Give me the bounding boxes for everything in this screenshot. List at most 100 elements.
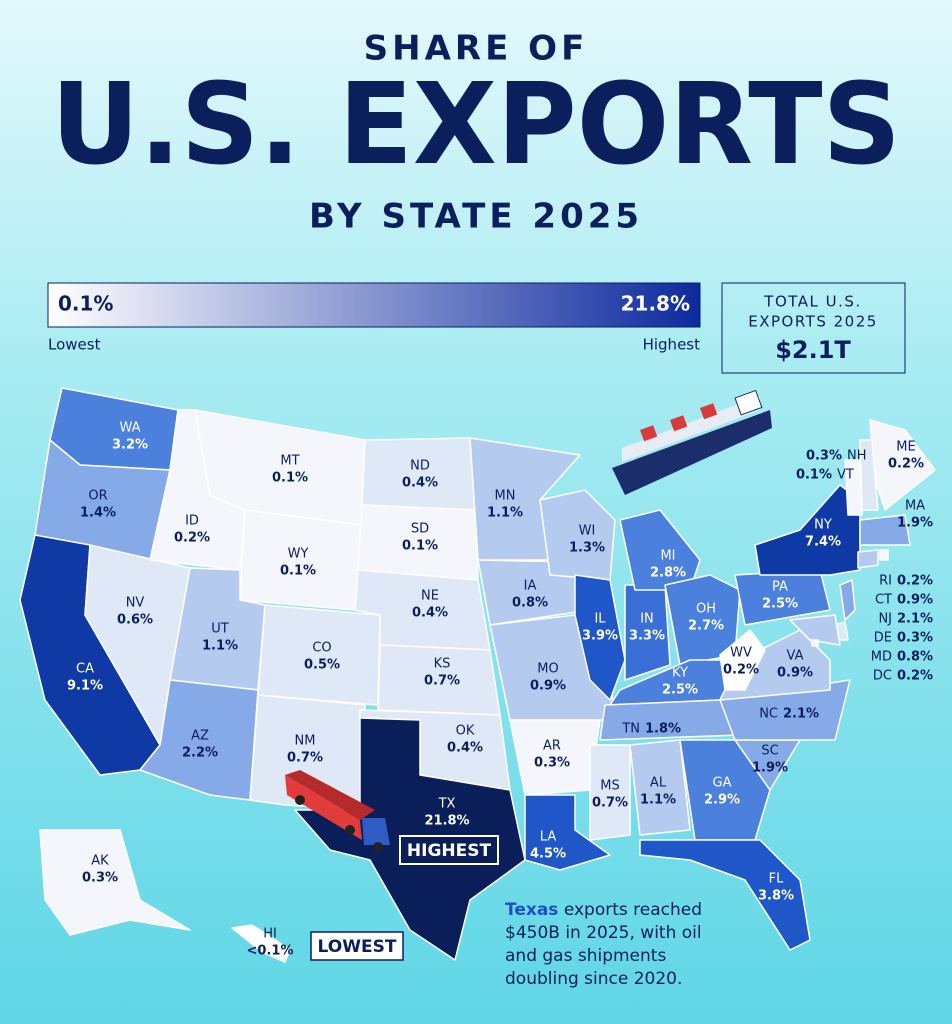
state-abbr: IA: [524, 579, 537, 594]
state-abbr: MS: [600, 779, 619, 794]
state: [539, 489, 616, 581]
state-value: 1.9%: [897, 516, 933, 531]
state-value: 0.1%: [272, 471, 308, 486]
state: [524, 794, 611, 871]
total-line: TOTAL U.S.: [763, 293, 861, 311]
state-value: 0.1%: [402, 539, 438, 554]
state: [629, 739, 691, 836]
annotation-text: doubling since 2020.: [505, 969, 682, 989]
state-abbr: DE: [874, 631, 892, 646]
annotation-text: $450B in 2025, with oil: [505, 923, 702, 943]
annotation-text: exports reached: [558, 900, 702, 920]
state-abbr: LA: [540, 830, 557, 845]
state-value: 0.8%: [897, 650, 933, 665]
state-value: 0.1%: [280, 564, 316, 579]
state-abbr: AK: [91, 854, 109, 869]
state: [39, 829, 191, 936]
state-abbr: VA: [787, 649, 804, 664]
state-value: 0.3%: [82, 871, 118, 886]
state-value: 0.7%: [592, 796, 628, 811]
state-abbr: ID: [185, 514, 199, 529]
badge-text: HIGHEST: [407, 841, 492, 861]
state-value: 1.3%: [569, 541, 605, 556]
state-value: 9.1%: [67, 679, 103, 694]
state-value: 0.2%: [897, 669, 933, 684]
state-value: 2.9%: [704, 793, 740, 808]
total-box: [721, 282, 906, 374]
state-abbr: CT: [875, 593, 892, 608]
state-abbr: MT: [280, 454, 299, 469]
state: [839, 579, 856, 621]
state-abbr: CO: [312, 641, 331, 656]
state-abbr: ND: [410, 459, 430, 474]
state-abbr: NC: [759, 707, 778, 722]
state-abbr: GA: [713, 776, 732, 791]
badge-text: LOWEST: [318, 937, 397, 957]
state-value: 1.4%: [80, 506, 116, 521]
state: [811, 639, 819, 647]
state: [619, 509, 701, 591]
state-abbr: KY: [672, 666, 688, 681]
state-value: 1.9%: [752, 761, 788, 776]
state-abbr: MN: [495, 489, 516, 504]
state: [719, 629, 766, 691]
title-main: U.S. EXPORTS: [51, 60, 901, 190]
state-abbr: FL: [769, 872, 784, 887]
state-value: <0.1%: [247, 944, 294, 959]
state-abbr: NM: [295, 734, 316, 749]
state-abbr: DC: [873, 669, 892, 684]
state-value: 1.1%: [640, 793, 676, 808]
state-value: 2.5%: [662, 683, 698, 698]
state-abbr: TX: [438, 797, 456, 812]
state-value: 3.8%: [758, 889, 794, 904]
total-line: EXPORTS 2025: [748, 313, 878, 331]
state-value: 0.1%: [796, 468, 832, 483]
state-value: 2.1%: [783, 707, 819, 722]
badge: [310, 931, 404, 961]
state-abbr: AR: [543, 739, 561, 754]
state-abbr: HI: [263, 927, 277, 942]
state-value: 0.2%: [723, 663, 759, 678]
state-value: 2.5%: [762, 597, 798, 612]
state-abbr: SC: [761, 744, 778, 759]
ship-icon: [612, 389, 772, 495]
state-abbr: OH: [696, 602, 716, 617]
state-abbr: MI: [660, 549, 675, 564]
state: [361, 437, 476, 511]
state-value: 3.9%: [582, 629, 618, 644]
state-abbr: NE: [421, 589, 439, 604]
state-value: 0.3%: [897, 631, 933, 646]
badge: [399, 835, 499, 865]
state-value: 0.2%: [174, 531, 210, 546]
state-value: 0.3%: [534, 756, 570, 771]
state-value: 2.1%: [897, 612, 933, 627]
state: [789, 614, 841, 646]
state: [857, 549, 879, 569]
state-abbr: AL: [650, 776, 667, 791]
annotation-text: and gas shipments: [505, 946, 666, 966]
state-abbr: WV: [730, 646, 752, 661]
legend-low-text: Lowest: [48, 336, 101, 354]
annotation: Texas exports reached: [505, 900, 702, 920]
state-value: 1.8%: [645, 722, 681, 737]
state-abbr: CA: [76, 662, 94, 677]
state-abbr: SD: [411, 522, 429, 537]
state-abbr: IN: [640, 612, 654, 627]
state-value: 0.9%: [777, 666, 813, 681]
state-value: 3.3%: [629, 629, 665, 644]
state-value: 0.6%: [117, 613, 153, 628]
state-value: 0.4%: [412, 606, 448, 621]
state: [589, 744, 631, 841]
legend-high-value: 21.8%: [621, 292, 690, 316]
state-value: 4.5%: [530, 847, 566, 862]
state-abbr: WA: [119, 421, 140, 436]
state: [859, 514, 911, 546]
state-abbr: WI: [579, 524, 596, 539]
state-abbr: OR: [88, 489, 107, 504]
state-value: 0.4%: [447, 741, 483, 756]
state-abbr: KS: [434, 657, 451, 672]
state: [664, 574, 741, 666]
state-value: 0.2%: [897, 574, 933, 589]
legend-low-value: 0.1%: [58, 292, 113, 316]
